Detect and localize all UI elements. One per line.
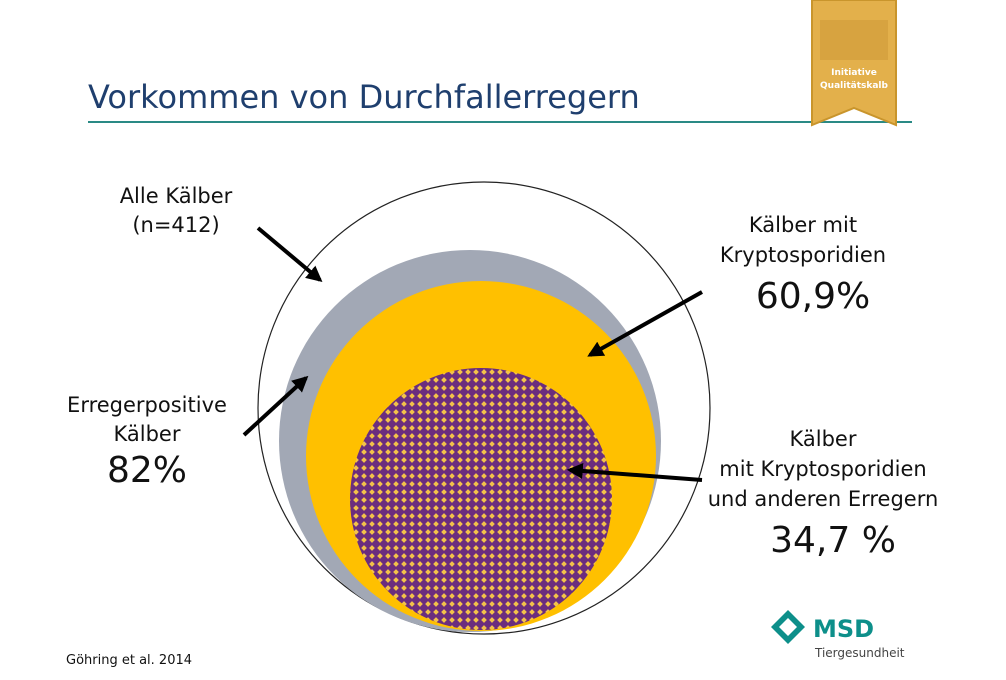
label: Erregerpositive — [67, 393, 227, 417]
badge: Initiative Qualitätskalb — [811, 0, 897, 127]
label: Kälber — [114, 422, 181, 446]
label: Kryptosporidien — [720, 243, 886, 267]
logo-subtitle: Tiergesundheit — [814, 646, 905, 660]
label: mit Kryptosporidien — [719, 457, 926, 481]
title: Vorkommen von Durchfallerregern — [88, 78, 640, 116]
source: Göhring et al. 2014 — [66, 653, 192, 668]
circle-crypto-other — [350, 368, 612, 630]
label: und anderen Erregern — [708, 487, 939, 511]
badge-line2: Qualitätskalb — [820, 81, 888, 91]
badge-line1: Initiative — [831, 68, 877, 78]
value-label: 34,7 % — [770, 520, 896, 561]
label: Kälber mit — [749, 213, 857, 237]
circles — [257, 181, 711, 635]
arrows — [242, 226, 703, 482]
label: (n=412) — [132, 213, 219, 237]
label: Alle Kälber — [120, 184, 233, 208]
logo: MSD Tiergesundheit — [771, 610, 905, 660]
label: Kälber — [790, 427, 857, 451]
logo-name: MSD — [813, 615, 874, 643]
value-label: 60,9% — [756, 276, 870, 317]
value-label: 82% — [107, 450, 187, 491]
